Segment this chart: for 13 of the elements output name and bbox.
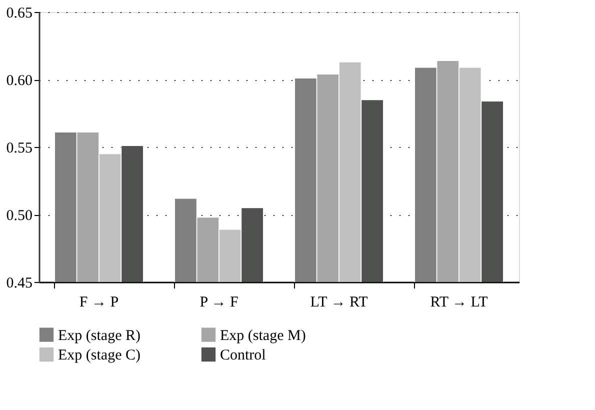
y-tick-label: 0.60 <box>6 73 32 89</box>
legend-label: Control <box>220 348 266 364</box>
legend-label: Exp (stage C) <box>58 348 140 364</box>
x-tick-label: RT → LT <box>430 294 488 310</box>
y-tick-label: 0.50 <box>6 208 32 224</box>
y-tick-label: 0.65 <box>6 6 32 22</box>
y-tick-label: 0.55 <box>6 140 32 156</box>
x-tick-label: F → P <box>79 294 119 310</box>
legend-label: Exp (stage R) <box>58 328 140 344</box>
legend-label: Exp (stage M) <box>220 328 306 344</box>
y-tick-label: 0.45 <box>6 276 32 292</box>
x-tick-label: P → F <box>200 294 238 310</box>
x-tick-label: LT → RT <box>310 294 368 310</box>
